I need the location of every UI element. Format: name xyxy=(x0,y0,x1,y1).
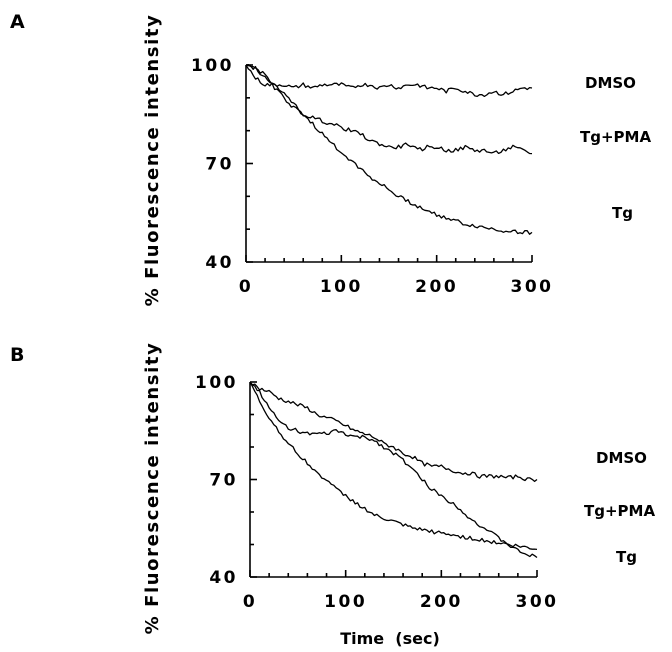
panel-letter-b: B xyxy=(10,344,24,366)
x-tick-label: 0 xyxy=(239,277,253,297)
series-line-tg-a xyxy=(245,64,533,235)
y-axis-label-a: % Fluorescence intensity xyxy=(142,14,163,307)
y-tick-label: 70 xyxy=(205,155,234,175)
series-label-tg-pma-a: Tg+PMA xyxy=(580,128,651,146)
x-tick-label: 0 xyxy=(243,592,257,612)
x-tick-label: 100 xyxy=(324,592,367,612)
series-label-tg-pma-b: Tg+PMA xyxy=(584,502,655,520)
x-tick-label: 300 xyxy=(516,592,559,612)
panel-b: B % Fluorescence intensity 0 100 200 300 100… xyxy=(10,342,655,648)
y-tick-label: 100 xyxy=(195,373,238,393)
plot-area-a: 0 100 200 300 100 70 40 xyxy=(191,56,554,297)
x-axis-label-b: Time (sec) xyxy=(340,629,440,648)
panel-letter-a: A xyxy=(10,11,25,33)
series-line-tg-pma-b xyxy=(249,381,538,559)
series-line-tg-b xyxy=(249,381,538,551)
x-tick-label: 200 xyxy=(415,277,458,297)
x-tick-label: 200 xyxy=(420,592,463,612)
series-line-dmso-b xyxy=(249,381,538,483)
y-tick-label: 40 xyxy=(209,568,238,588)
y-tick-label: 70 xyxy=(209,471,238,491)
series-label-dmso-a: DMSO xyxy=(585,74,636,92)
x-tick-label: 300 xyxy=(511,277,554,297)
series-label-dmso-b: DMSO xyxy=(596,449,647,467)
x-tick-label: 100 xyxy=(320,277,363,297)
y-tick-label: 100 xyxy=(191,56,234,76)
y-tick-label: 40 xyxy=(205,253,234,273)
series-label-tg-a: Tg xyxy=(612,204,633,222)
plot-area-b: 0 100 200 300 100 70 40 xyxy=(195,373,559,612)
series-line-tg-pma-a xyxy=(245,64,533,155)
y-axis-label-b: % Fluorescence intensity xyxy=(142,342,163,635)
series-line-dmso-a xyxy=(245,64,533,98)
series-label-tg-b: Tg xyxy=(616,548,637,566)
panel-a: A % Fluorescence intensity 0 100 200 300 100… xyxy=(10,11,651,306)
